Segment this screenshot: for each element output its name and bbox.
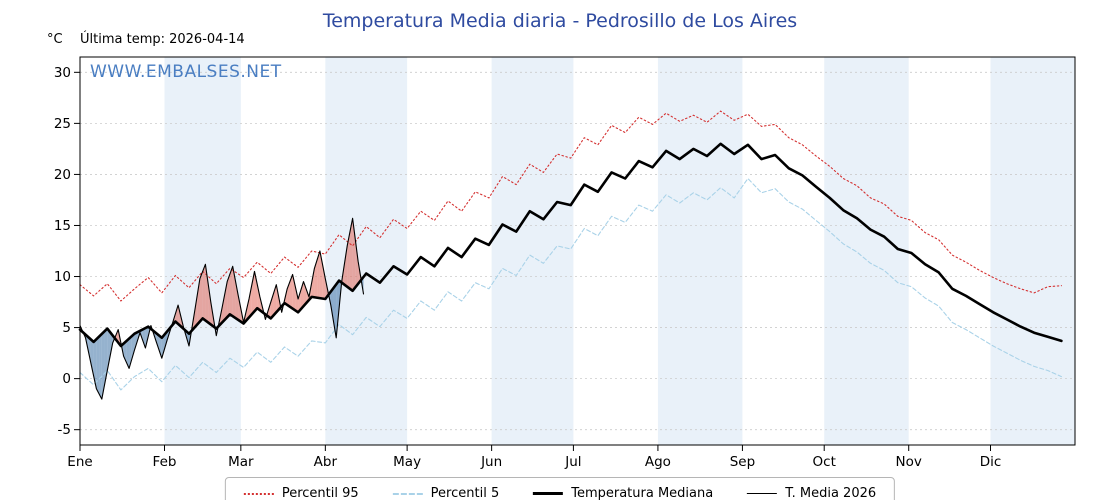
fill-above-median bbox=[268, 302, 271, 319]
x-tick-label: Abr bbox=[314, 454, 338, 470]
fill-above-median bbox=[224, 281, 228, 321]
month-band bbox=[657, 57, 743, 445]
fill-below-median bbox=[142, 327, 146, 348]
legend-item-percentil-5: Percentil 5 bbox=[392, 486, 500, 500]
x-tick-label: Mar bbox=[228, 454, 254, 470]
legend-label: T. Media 2026 bbox=[785, 486, 877, 500]
fill-below-median bbox=[88, 336, 91, 364]
fill-above-median bbox=[355, 239, 359, 288]
legend-item-percentil-95: Percentil 95 bbox=[243, 486, 359, 500]
last-temp-label: Última temp: 2026-04-14 bbox=[80, 32, 245, 47]
fill-above-median bbox=[344, 245, 348, 287]
series-line-percentil-5 bbox=[79, 177, 1062, 391]
month-band bbox=[990, 57, 1075, 445]
legend-label: Percentil 95 bbox=[281, 486, 359, 500]
fill-above-median bbox=[229, 266, 233, 317]
temperatura-mediana-line-sample bbox=[533, 492, 564, 495]
fill-below-median bbox=[131, 333, 135, 360]
legend: Percentil 95 Percentil 5 Temperatura Med… bbox=[224, 477, 896, 500]
watermark: WWW.EMBALSES.NET bbox=[90, 62, 282, 82]
fill-above-median bbox=[227, 273, 230, 318]
y-tick-label: 20 bbox=[54, 167, 71, 183]
percentil-5-line-sample bbox=[392, 492, 423, 495]
fill-above-median bbox=[298, 290, 301, 313]
fill-below-median bbox=[90, 339, 94, 377]
fill-below-median bbox=[104, 328, 108, 385]
y-axis-unit-label: °C bbox=[47, 32, 63, 47]
fill-below-median bbox=[134, 332, 138, 351]
fill-above-median bbox=[249, 285, 252, 318]
fill-below-median bbox=[330, 287, 334, 322]
x-tick-label: Oct bbox=[813, 454, 836, 470]
fill-above-median bbox=[276, 284, 279, 313]
x-tick-label: May bbox=[393, 454, 421, 470]
fill-above-median bbox=[317, 251, 320, 299]
fill-above-median bbox=[238, 294, 241, 322]
month-band bbox=[164, 57, 241, 445]
x-tick-label: Feb bbox=[153, 454, 177, 470]
x-tick-label: Dic bbox=[980, 454, 1002, 470]
series-line-percentil-95 bbox=[79, 110, 1062, 302]
x-tick-label: Ene bbox=[67, 454, 92, 470]
fill-above-median bbox=[292, 274, 296, 311]
t-media-2026-line-sample bbox=[747, 493, 778, 494]
series-line-t-media-2026 bbox=[79, 217, 365, 400]
percentil-95-line-sample bbox=[243, 492, 274, 495]
fill-below-median bbox=[156, 333, 160, 351]
series-line-temperatura-mediana bbox=[78, 142, 1063, 348]
fill-above-median bbox=[197, 278, 200, 325]
fill-below-median bbox=[145, 326, 149, 348]
fill-above-median bbox=[322, 264, 326, 299]
month-band bbox=[325, 57, 408, 445]
legend-label: Temperatura Mediana bbox=[571, 486, 714, 500]
fill-above-median bbox=[202, 264, 206, 321]
fill-above-median bbox=[199, 271, 203, 322]
x-tick-label: Nov bbox=[896, 454, 922, 470]
fill-above-median bbox=[221, 295, 225, 323]
legend-label: Percentil 5 bbox=[430, 486, 500, 500]
fill-below-median bbox=[101, 331, 105, 400]
fill-above-median bbox=[257, 284, 260, 311]
legend-item-temperatura-mediana: Temperatura Mediana bbox=[533, 486, 713, 500]
legend-item-t-media-2026: T. Media 2026 bbox=[747, 486, 876, 500]
fill-below-median bbox=[336, 280, 339, 338]
fill-below-median bbox=[96, 336, 100, 394]
fill-below-median bbox=[93, 339, 97, 389]
fill-above-median bbox=[347, 232, 350, 289]
fill-below-median bbox=[126, 338, 130, 369]
fill-below-median bbox=[159, 335, 162, 359]
fill-below-median bbox=[161, 334, 165, 359]
fill-above-median bbox=[311, 268, 315, 298]
y-tick-label: 10 bbox=[54, 269, 71, 285]
fill-above-median bbox=[279, 298, 282, 313]
fill-above-median bbox=[270, 293, 274, 319]
fill-above-median bbox=[314, 259, 318, 298]
x-tick-label: Jun bbox=[480, 454, 502, 470]
x-tick-label: Jul bbox=[564, 454, 581, 470]
x-tick-label: Ago bbox=[645, 454, 671, 470]
month-band bbox=[824, 57, 909, 445]
fill-below-median bbox=[99, 333, 102, 400]
y-tick-label: 0 bbox=[62, 371, 71, 387]
fill-above-median bbox=[178, 305, 181, 327]
y-tick-label: -5 bbox=[58, 422, 71, 438]
plot-frame bbox=[79, 56, 1076, 446]
fill-above-median bbox=[349, 218, 353, 291]
month-band bbox=[491, 57, 574, 445]
y-tick-label: 25 bbox=[54, 116, 71, 132]
fill-above-median bbox=[295, 286, 299, 313]
fill-above-median bbox=[208, 283, 211, 325]
y-tick-label: 5 bbox=[62, 320, 71, 336]
fill-above-median bbox=[289, 274, 293, 309]
chart-title: Temperatura Media diaria - Pedrosillo de… bbox=[322, 10, 798, 32]
fill-above-median bbox=[194, 295, 198, 328]
fill-above-median bbox=[175, 305, 179, 324]
x-tick-label: Sep bbox=[730, 454, 755, 470]
y-tick-label: 30 bbox=[54, 65, 71, 81]
fill-above-median bbox=[235, 280, 239, 320]
y-tick-label: 15 bbox=[54, 218, 71, 234]
